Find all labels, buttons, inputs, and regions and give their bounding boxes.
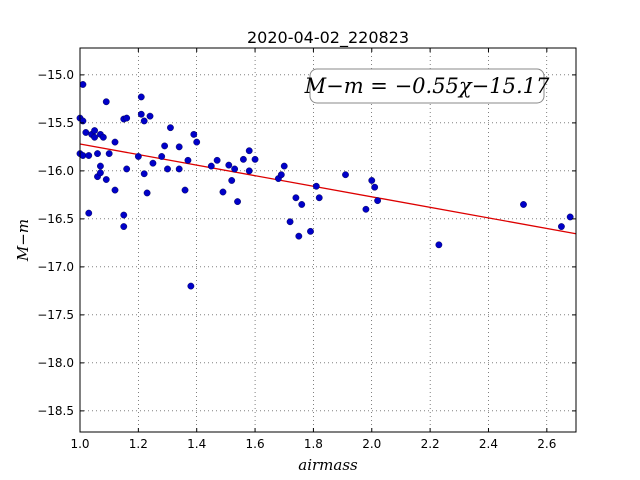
data-point (295, 232, 303, 240)
data-point (175, 165, 183, 173)
x-ticks: 1.0 1.2 1.4 1.6 1.8 2.0 2.2 2.4 2.6 (70, 48, 556, 451)
x-tick-label: 2.0 (362, 437, 381, 451)
data-point (123, 165, 131, 173)
data-point (286, 218, 294, 226)
data-point (137, 93, 145, 101)
grid (79, 48, 576, 432)
data-point (566, 213, 574, 221)
data-point (231, 165, 239, 173)
data-point (175, 143, 183, 151)
y-axis-label: M−m (14, 219, 32, 262)
y-tick-label: −17.0 (37, 260, 74, 274)
y-tick-label: −18.0 (37, 356, 74, 370)
data-point (120, 223, 128, 230)
data-point (167, 124, 174, 132)
data-point (298, 201, 306, 208)
data-point (140, 117, 148, 125)
y-tick-label: −18.5 (37, 404, 74, 418)
data-point (213, 156, 221, 164)
data-point (193, 138, 201, 146)
x-tick-label: 2.2 (421, 437, 440, 451)
x-tick-label: 1.6 (246, 437, 265, 451)
data-point (225, 161, 233, 169)
data-point (97, 169, 104, 177)
data-point (91, 127, 98, 134)
x-tick-label: 1.0 (70, 437, 89, 451)
data-point (94, 150, 101, 158)
y-tick-label: −16.5 (37, 212, 74, 226)
data-point (158, 153, 166, 160)
x-tick-label: 2.6 (537, 437, 556, 451)
data-point (245, 147, 253, 155)
data-point (82, 129, 90, 136)
data-point (85, 209, 93, 217)
data-point (134, 153, 142, 160)
y-ticks: −15.0 −15.5 −16.0 −16.5 −17.0 −17.5 −18.0 −18.5 (37, 68, 576, 418)
data-point (342, 171, 349, 179)
y-tick-label: −15.0 (37, 68, 74, 82)
data-point (102, 98, 110, 106)
data-point (143, 189, 151, 197)
annotation-box (309, 68, 545, 104)
data-point (161, 142, 169, 150)
x-tick-label: 1.2 (129, 437, 148, 451)
data-point (307, 227, 314, 235)
plot-frame (79, 47, 577, 433)
data-point (251, 155, 259, 163)
x-tick-label: 2.4 (479, 437, 498, 451)
data-point (111, 138, 119, 146)
data-point (120, 211, 128, 219)
y-tick-label: −15.5 (37, 116, 74, 130)
data-point (149, 159, 157, 167)
data-point (315, 194, 323, 202)
x-tick-label: 1.8 (304, 437, 323, 451)
data-point (234, 198, 241, 206)
data-point (140, 170, 148, 178)
y-tick-label: −16.0 (37, 164, 74, 178)
data-point (219, 188, 227, 196)
data-point (137, 110, 145, 118)
data-point (181, 186, 189, 194)
data-point (91, 133, 98, 141)
data-point (99, 133, 107, 141)
data-point (85, 152, 93, 159)
data-point (368, 177, 376, 184)
data-point (558, 223, 565, 230)
data-point (277, 171, 285, 179)
data-point (292, 194, 300, 202)
data-point (190, 130, 198, 138)
data-point (187, 282, 195, 290)
data-point (435, 241, 443, 249)
annotation-text: M−m = −0.55χ−15.17 (304, 74, 550, 98)
data-point (280, 162, 288, 170)
data-point (146, 112, 154, 120)
data-point (362, 205, 370, 213)
data-point (207, 162, 215, 170)
data-point (102, 176, 110, 183)
data-point (105, 150, 113, 158)
data-point (245, 167, 253, 175)
data-point (371, 183, 379, 191)
data-point (79, 81, 87, 88)
x-tick-label: 1.4 (187, 437, 206, 451)
chart-title: 2020-04-02_220823 (247, 28, 409, 48)
data-point (97, 162, 104, 170)
x-axis-label: airmass (298, 456, 358, 474)
data-point (228, 177, 236, 184)
data-point (123, 114, 131, 122)
data-point (111, 186, 119, 194)
data-point (184, 156, 192, 164)
data-point (164, 165, 171, 173)
data-point (79, 152, 87, 159)
data-point (520, 201, 527, 208)
data-point (239, 155, 247, 163)
data-point (312, 182, 320, 190)
fit-annotation: M−m = −0.55χ−15.17 (304, 68, 550, 104)
data-point (374, 197, 381, 205)
y-tick-label: −17.5 (37, 308, 74, 322)
